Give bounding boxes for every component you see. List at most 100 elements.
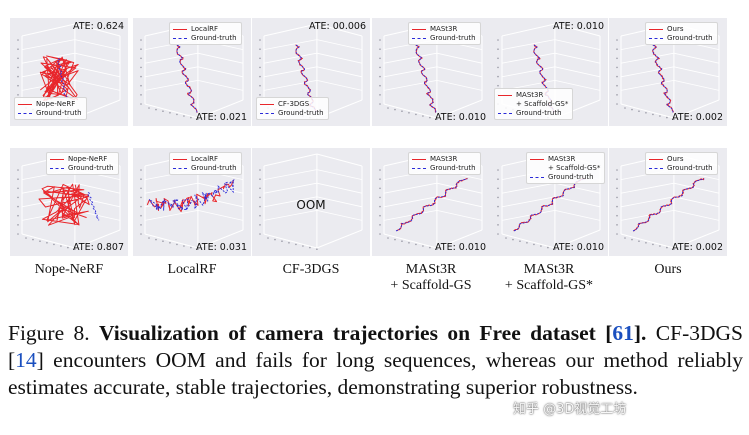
legend-label: Ours (667, 155, 684, 163)
trajectory-plot (17, 23, 121, 120)
trajectory-panel: MASt3R Ground-truth ATE: 0.010 (372, 18, 490, 126)
legend-entry: MASt3R (412, 25, 476, 34)
estimate-line-swatch (649, 159, 663, 160)
ground-truth-trajectory (295, 44, 317, 113)
ground-truth-line-swatch (260, 113, 274, 114)
plot-legend: Nope-NeRF Ground-truth (46, 152, 119, 175)
ate-label: ATE: 0.010 (553, 21, 604, 32)
legend-label: MASt3R (430, 25, 458, 33)
caption-bold-lead: Visualization of camera trajectories on … (99, 321, 646, 345)
legend-label: Ground-truth (548, 173, 594, 181)
legend-label: MASt3R + Scaffold-GS* (516, 91, 569, 108)
ate-label: ATE: 0.002 (672, 242, 723, 253)
legend-label: CF-3DGS (278, 100, 310, 108)
caption-bold-lead-text: Visualization of camera trajectories on … (99, 320, 613, 345)
plot-legend: LocalRF Ground-truth (169, 152, 242, 175)
estimate-line-swatch (649, 29, 663, 30)
caption-text-1: CF-3DGS [ (8, 320, 743, 372)
trajectory-panel: LocalRF Ground-truth ATE: 0.021 (133, 18, 251, 126)
ate-label: ATE: 0.031 (196, 242, 247, 253)
trajectory-figure: Nope-NeRF Ground-truth ATE: 0.624 LocalRF Gr… (10, 18, 727, 293)
plot-legend: MASt3R + Scaffold-GS* Ground-truth (526, 152, 606, 184)
legend-label: Ground-truth (191, 34, 237, 42)
legend-entry: Ground-truth (173, 34, 237, 43)
estimate-line-swatch (412, 29, 426, 30)
citation-link-14[interactable]: 14 (15, 347, 37, 372)
ate-label: ATE: 0.010 (553, 242, 604, 253)
legend-label: Ground-truth (430, 34, 476, 42)
method-column-label: MASt3R + Scaffold-GS* (504, 262, 594, 293)
legend-label: Ours (667, 25, 684, 33)
estimate-line-swatch (18, 104, 32, 105)
estimate-line-swatch (260, 104, 274, 105)
legend-entry: Ours (649, 25, 713, 34)
trajectory-panel: Nope-NeRF Ground-truth ATE: 0.807 (10, 148, 128, 256)
legend-entry: Ground-truth (530, 173, 600, 182)
ate-label: ATE: 00.006 (308, 21, 366, 32)
ground-truth-line-swatch (412, 38, 426, 39)
ate-label: ATE: 0.002 (672, 112, 723, 123)
estimated-trajectory (39, 55, 79, 102)
ate-label: ATE: 0.807 (73, 242, 124, 253)
ate-label: ATE: 0.021 (196, 112, 247, 123)
legend-label: Ground-truth (68, 164, 114, 172)
estimate-line-swatch (50, 159, 64, 160)
trajectory-plot (259, 153, 363, 250)
trajectory-panel: MASt3R + Scaffold-GS* Ground-truth ATE: 0.… (490, 18, 608, 126)
legend-entry: Ground-truth (412, 34, 476, 43)
ground-truth-line-swatch (498, 113, 512, 114)
oom-label: OOM (296, 198, 326, 212)
trajectory-panel: Ours Ground-truth ATE: 0.002 (609, 18, 727, 126)
plot-legend: CF-3DGS Ground-truth (256, 97, 329, 120)
plot-legend: Ours Ground-truth (645, 152, 718, 175)
ground-truth-line-swatch (649, 38, 663, 39)
trajectory-panel: CF-3DGS Ground-truth ATE: 00.006 (252, 18, 370, 126)
legend-entry: Ground-truth (50, 164, 114, 173)
trajectory-panel: Ours Ground-truth ATE: 0.002 (609, 148, 727, 256)
legend-entry: LocalRF (173, 25, 237, 34)
legend-entry: Ground-truth (412, 164, 476, 173)
estimated-trajectory (38, 183, 90, 226)
legend-label: Nope-NeRF (36, 100, 76, 108)
legend-entry: Ground-truth (649, 34, 713, 43)
legend-entry: MASt3R + Scaffold-GS* (498, 91, 568, 109)
caption-prefix: Figure 8. (8, 320, 99, 345)
legend-entry: Nope-NeRF (18, 100, 82, 109)
ate-label: ATE: 0.624 (73, 21, 124, 32)
ground-truth-line-swatch (50, 168, 64, 169)
legend-label: Ground-truth (667, 164, 713, 172)
estimate-line-swatch (498, 95, 512, 96)
ground-truth-line-swatch (649, 168, 663, 169)
legend-entry: Ground-truth (498, 109, 568, 118)
method-column-label: CF-3DGS (282, 262, 340, 277)
legend-label: LocalRF (191, 25, 219, 33)
plot-legend: MASt3R + Scaffold-GS* Ground-truth (494, 88, 574, 120)
estimated-trajectory (396, 177, 468, 232)
legend-label: Ground-truth (278, 109, 324, 117)
ground-truth-line-swatch (412, 168, 426, 169)
plot-legend: MASt3R Ground-truth (408, 152, 481, 175)
ground-truth-line-swatch (18, 113, 32, 114)
plot-legend: Ours Ground-truth (645, 22, 718, 45)
trajectory-panel: OOM (252, 148, 370, 256)
ground-truth-trajectory (148, 178, 235, 211)
citation-link-61[interactable]: 61 (612, 320, 634, 345)
trajectory-panel: MASt3R Ground-truth ATE: 0.010 (372, 148, 490, 256)
method-column-label: Nope-NeRF (34, 262, 104, 277)
legend-label: MASt3R + Scaffold-GS* (548, 155, 601, 172)
ground-truth-trajectory (513, 178, 586, 232)
trajectory-panel: Nope-NeRF Ground-truth ATE: 0.624 (10, 18, 128, 126)
ground-truth-line-swatch (173, 38, 187, 39)
legend-entry: MASt3R + Scaffold-GS* (530, 155, 600, 173)
estimate-line-swatch (530, 159, 544, 160)
figure-caption: Figure 8. Visualization of camera trajec… (8, 320, 743, 401)
ate-label: ATE: 0.010 (435, 112, 486, 123)
plot-legend: LocalRF Ground-truth (169, 22, 242, 45)
trajectory-plot (17, 153, 121, 250)
legend-label: LocalRF (191, 155, 219, 163)
ground-truth-trajectory (533, 44, 555, 113)
legend-entry: Ours (649, 155, 713, 164)
legend-entry: CF-3DGS (260, 100, 324, 109)
legend-label: Ground-truth (36, 109, 82, 117)
ground-truth-trajectory (652, 44, 674, 113)
